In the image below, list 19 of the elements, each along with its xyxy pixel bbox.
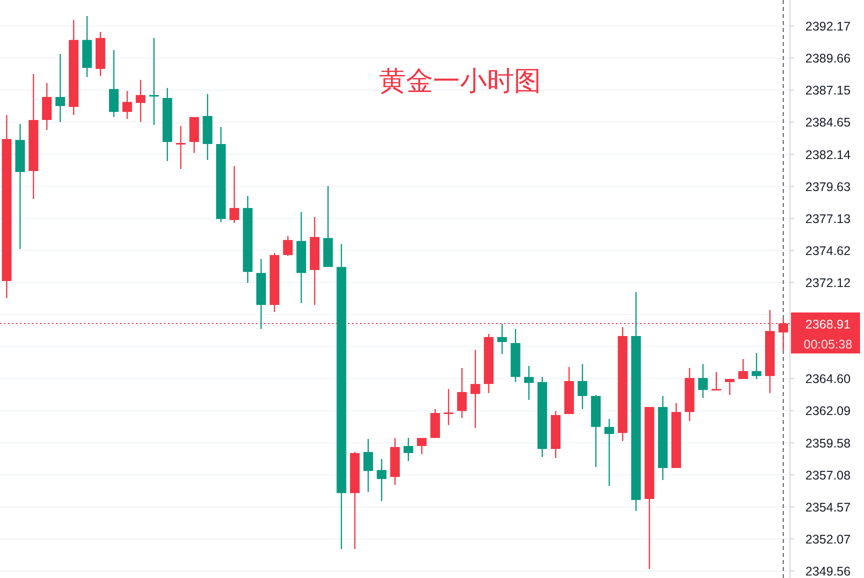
- y-tick-label: 2357.08: [805, 468, 851, 482]
- y-tick-label: 2392.17: [805, 19, 851, 34]
- y-tick-label: 2382.14: [805, 148, 851, 162]
- ref-line-label: 2368.91: [805, 317, 851, 332]
- y-tick-label: 2372.12: [805, 276, 851, 290]
- y-tick-label: 2389.66: [805, 52, 851, 66]
- y-tick-label: 2349.56: [805, 564, 851, 578]
- text: 00:05:38: [804, 337, 852, 352]
- y-tick-label: 2354.57: [805, 500, 851, 514]
- y-tick-label: 2374.62: [805, 244, 851, 258]
- y-tick-label: 2379.63: [805, 180, 851, 194]
- y-tick-label: 2387.15: [805, 84, 851, 98]
- y-tick-label: 2364.60: [805, 372, 851, 386]
- y-tick-label: 2359.58: [805, 436, 851, 450]
- y-tick-label: 2377.13: [805, 212, 851, 226]
- y-tick-label: 2352.07: [805, 532, 851, 546]
- y-tick-label: 2384.65: [805, 116, 851, 130]
- text: 黄金一小时图: [379, 66, 541, 96]
- y-tick-label: 2362.09: [805, 404, 851, 418]
